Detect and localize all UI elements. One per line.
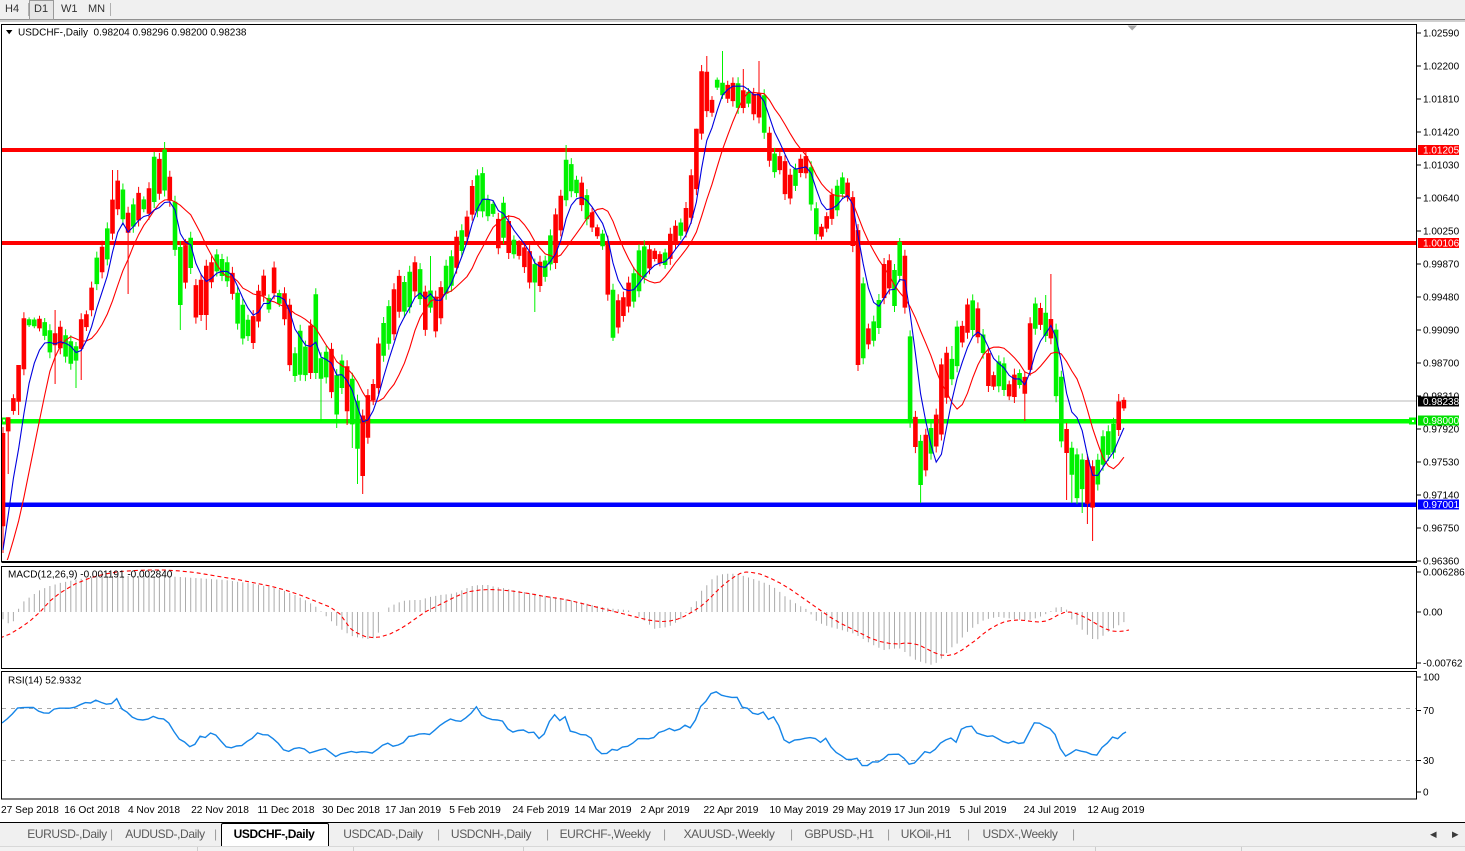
svg-text:17 Jan 2019: 17 Jan 2019 — [385, 805, 441, 816]
svg-text:1.00640: 1.00640 — [1423, 194, 1460, 205]
svg-text:0.006286: 0.006286 — [1423, 568, 1465, 579]
svg-text:22 Apr 2019: 22 Apr 2019 — [704, 805, 759, 816]
svg-text:100: 100 — [1423, 673, 1440, 684]
svg-text:2 Apr 2019: 2 Apr 2019 — [640, 805, 690, 816]
svg-text:0: 0 — [1423, 788, 1429, 799]
svg-text:29 May 2019: 29 May 2019 — [833, 805, 892, 816]
svg-text:1.00250: 1.00250 — [1423, 227, 1460, 238]
svg-text:4 Nov 2018: 4 Nov 2018 — [128, 805, 180, 816]
svg-text:0.97001: 0.97001 — [1423, 500, 1460, 511]
svg-text:30 Dec 2018: 30 Dec 2018 — [322, 805, 380, 816]
svg-text:11 Dec 2018: 11 Dec 2018 — [257, 805, 314, 816]
svg-text:1.01420: 1.01420 — [1423, 128, 1460, 139]
svg-text:17 Jun 2019: 17 Jun 2019 — [894, 805, 950, 816]
svg-text:0.98700: 0.98700 — [1423, 359, 1460, 370]
svg-text:1.02590: 1.02590 — [1423, 29, 1460, 40]
svg-text:1.01810: 1.01810 — [1423, 95, 1460, 106]
svg-text:0.99480: 0.99480 — [1423, 293, 1460, 304]
svg-text:USDCHF-,Daily 0.98204 0.98296: USDCHF-,Daily 0.98204 0.98296 0.98200 0.… — [18, 28, 247, 39]
svg-text:0.99090: 0.99090 — [1423, 326, 1460, 337]
svg-text:0.97140: 0.97140 — [1423, 491, 1460, 502]
svg-text:24 Feb 2019: 24 Feb 2019 — [512, 805, 570, 816]
svg-text:5 Feb 2019: 5 Feb 2019 — [449, 805, 501, 816]
svg-text:22 Nov 2018: 22 Nov 2018 — [191, 805, 249, 816]
svg-text:10 May 2019: 10 May 2019 — [770, 805, 829, 816]
svg-text:0.97530: 0.97530 — [1423, 458, 1460, 469]
svg-text:24 Jul 2019: 24 Jul 2019 — [1024, 805, 1077, 816]
svg-text:0.98238: 0.98238 — [1423, 397, 1460, 408]
svg-text:MACD(12,26,9) -0.001191 -0.002: MACD(12,26,9) -0.001191 -0.002840 — [8, 570, 173, 581]
svg-text:30: 30 — [1423, 756, 1435, 767]
svg-text:0.00: 0.00 — [1423, 608, 1443, 619]
svg-text:70: 70 — [1423, 706, 1435, 717]
svg-text:14 Mar 2019: 14 Mar 2019 — [574, 805, 632, 816]
svg-text:0.99870: 0.99870 — [1423, 260, 1460, 271]
svg-text:1.01030: 1.01030 — [1423, 161, 1460, 172]
svg-text:0.96750: 0.96750 — [1423, 524, 1460, 535]
svg-text:12 Aug 2019: 12 Aug 2019 — [1087, 805, 1145, 816]
svg-text:0.96360: 0.96360 — [1423, 557, 1460, 568]
svg-text:1.02200: 1.02200 — [1423, 62, 1460, 73]
svg-text:RSI(14) 52.9332: RSI(14) 52.9332 — [8, 676, 82, 687]
svg-text:1.00106: 1.00106 — [1423, 239, 1460, 250]
svg-text:0.97920: 0.97920 — [1423, 425, 1460, 436]
svg-text:5 Jul 2019: 5 Jul 2019 — [959, 805, 1006, 816]
svg-text:-0.00762: -0.00762 — [1423, 659, 1463, 670]
svg-text:16 Oct 2018: 16 Oct 2018 — [64, 805, 120, 816]
svg-text:1.01205: 1.01205 — [1423, 146, 1460, 157]
svg-text:0.98000: 0.98000 — [1423, 416, 1460, 427]
svg-text:27 Sep 2018: 27 Sep 2018 — [1, 805, 59, 816]
